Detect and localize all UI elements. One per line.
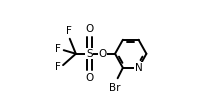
Text: F: F bbox=[55, 44, 61, 54]
Text: F: F bbox=[66, 26, 72, 36]
Text: Br: Br bbox=[109, 83, 121, 93]
Text: N: N bbox=[135, 63, 142, 73]
Text: O: O bbox=[85, 24, 94, 34]
Text: S: S bbox=[86, 49, 93, 59]
Text: O: O bbox=[85, 73, 94, 83]
Text: F: F bbox=[55, 62, 61, 72]
Text: O: O bbox=[99, 49, 107, 59]
